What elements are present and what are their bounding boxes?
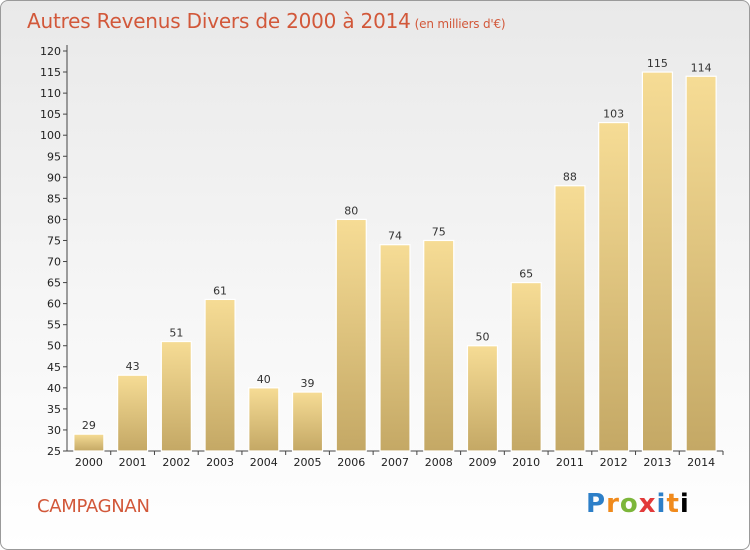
commune-name: CAMPAGNAN: [37, 496, 150, 517]
bar: [685, 75, 717, 452]
y-tick-label: 75: [47, 234, 61, 247]
y-tick-label: 90: [47, 171, 61, 184]
data-label: 115: [647, 57, 668, 70]
data-label: 103: [603, 108, 624, 121]
data-label: 88: [563, 171, 577, 184]
chart-title: Autres Revenus Divers de 2000 à 2014 (en …: [27, 9, 506, 33]
y-tick-label: 35: [47, 403, 61, 416]
proxiti-logo: Proxiti: [586, 489, 690, 519]
y-tick-label: 55: [47, 319, 61, 332]
x-tick-label: 2000: [75, 456, 103, 469]
x-tick-label: 2007: [381, 456, 409, 469]
x-tick-label: 2005: [294, 456, 322, 469]
bar: [335, 218, 367, 452]
x-tick-label: 2013: [643, 456, 671, 469]
bar: [248, 387, 280, 452]
bar: [379, 244, 411, 452]
data-label: 80: [344, 204, 358, 217]
data-label: 74: [388, 230, 402, 243]
data-label: 43: [126, 360, 140, 373]
bar: [291, 391, 324, 452]
bar: [510, 281, 542, 452]
y-tick-label: 50: [47, 340, 61, 353]
y-tick-label: 65: [47, 277, 61, 290]
chart-data-labels: 29 43 51 61 40 39 80 74 75 50 65 88 103 115 114: [82, 57, 712, 432]
x-tick-label: 2002: [162, 456, 190, 469]
data-label: 39: [301, 377, 315, 390]
y-tick-label: 30: [47, 424, 61, 437]
logo-letter: i: [679, 489, 690, 519]
y-tick-label: 40: [47, 382, 61, 395]
bar: [116, 374, 149, 452]
data-label: 75: [432, 225, 446, 238]
bar: [73, 433, 105, 452]
logo-letter: i: [656, 489, 667, 519]
x-tick-label: 2003: [206, 456, 234, 469]
y-tick-label: 25: [47, 445, 61, 458]
logo-letter: r: [606, 489, 620, 519]
x-tick-label: 2006: [337, 456, 365, 469]
logo-letter: o: [619, 489, 639, 519]
x-tick-label: 2001: [119, 456, 147, 469]
y-tick-label: 80: [47, 213, 61, 226]
bar: [160, 340, 192, 452]
y-tick-label: 100: [40, 129, 61, 142]
bar: [641, 71, 674, 452]
y-tick-label: 60: [47, 298, 61, 311]
chart-bars: [73, 71, 717, 452]
logo-letter: x: [638, 489, 657, 519]
bar: [204, 298, 236, 452]
data-label: 50: [475, 331, 489, 344]
chart-subtitle: (en milliers d'€): [414, 17, 506, 31]
y-tick-label: 85: [47, 192, 61, 205]
x-tick-label: 2014: [687, 456, 715, 469]
y-tick-label: 70: [47, 256, 61, 269]
data-label: 51: [169, 327, 183, 340]
y-tick-label: 120: [40, 45, 61, 58]
bar: [423, 239, 455, 452]
y-tick-label: 110: [40, 87, 61, 100]
x-tick-label: 2010: [512, 456, 540, 469]
x-tick-label: 2004: [250, 456, 278, 469]
y-tick-label: 95: [47, 150, 61, 163]
bar: [466, 345, 499, 452]
bar: [598, 121, 630, 452]
logo-letter: P: [586, 489, 607, 519]
chart-title-text: Autres Revenus Divers de 2000 à 2014: [27, 9, 411, 33]
x-tick-label: 2009: [468, 456, 496, 469]
bar: [554, 185, 586, 452]
data-label: 65: [519, 268, 533, 281]
y-tick-label: 105: [40, 108, 61, 121]
data-label: 29: [82, 419, 96, 432]
data-label: 61: [213, 284, 227, 297]
y-tick-label: 115: [40, 66, 61, 79]
y-tick-label: 45: [47, 361, 61, 374]
logo-letter: t: [666, 489, 680, 519]
x-tick-label: 2008: [425, 456, 453, 469]
data-label: 40: [257, 373, 271, 386]
data-label: 114: [691, 61, 712, 74]
x-tick-label: 2012: [600, 456, 628, 469]
x-tick-label: 2011: [556, 456, 584, 469]
chart-axes: 25 30 35 40 45 50 55 60 65 70 75 80 85 90 95 100 105 110 1…: [40, 45, 724, 469]
